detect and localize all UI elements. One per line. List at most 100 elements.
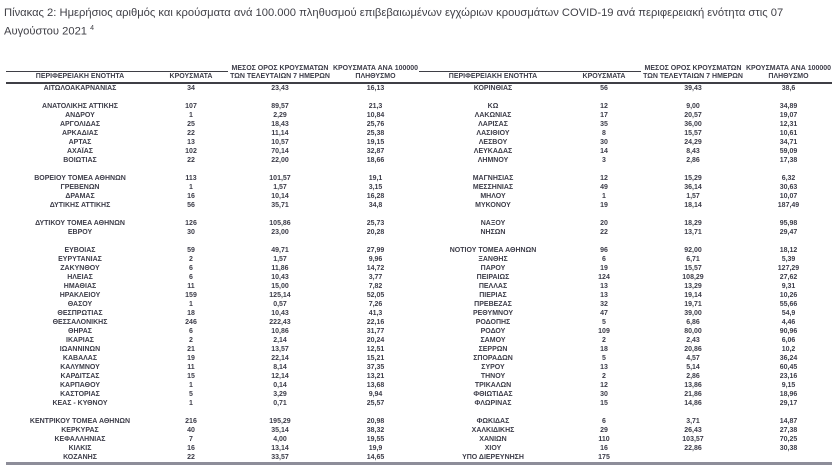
avg-7day-value: 2,14 [273,336,287,344]
per-100000-value: 3,77 [368,273,383,281]
cases-value: 159 [185,291,197,299]
per-100000-value: 18,96 [779,390,798,398]
cases-value: 2 [189,255,193,263]
per-100000-value: 23,16 [779,372,798,380]
avg-7day-value: 36,14 [684,183,702,191]
avg-7day-value: 0,71 [273,399,287,407]
spacer-cell [745,237,832,246]
avg-7day-value: 22,00 [271,156,289,164]
avg-7day-value: 3,29 [273,390,287,398]
column-header-cases: ΚΡΟΥΣΜΑΤΑ [567,64,641,84]
avg-7day-value: 8,43 [686,147,700,155]
avg-7day-value: 2,86 [686,156,700,164]
region-name: ΠΑΡΟΥ [480,264,506,272]
avg-7day-value: 14,86 [684,399,702,407]
cases-value: 12 [600,174,608,182]
spacer-cell [154,408,228,417]
region-name: ΚΑΒΑΛΑΣ [62,354,98,362]
spacer-cell [332,93,419,102]
cases-value: 21 [187,345,195,353]
cases-value: 15 [187,372,195,380]
per-100000-value: 13,21 [366,372,385,380]
region-name: ΑΧΑΪΑΣ [67,147,93,155]
table-row: ΑΝΑΤΟΛΙΚΗΣ ΑΤΤΙΚΗΣ 107 89,57 21,3 ΚΩ 12 9,00 34… [6,102,832,111]
cases-value: 16 [187,192,195,200]
avg-7day-value: 101,57 [269,174,291,182]
region-name: ΡΟΔΟΥ [480,327,506,335]
region-name: ΤΡΙΚΑΛΩΝ [474,381,512,389]
avg-7day-value: 10,57 [271,138,289,146]
avg-7day-value: 10,14 [271,192,289,200]
per-100000-value: 37,35 [366,363,385,371]
per-100000-value: 41,3 [368,309,383,317]
cases-value: 15 [600,399,608,407]
region-name: ΦΛΩΡΙΝΑΣ [474,399,512,407]
cases-value: 1 [602,192,606,200]
per-100000-value [745,453,832,464]
avg-7day-value: 8,14 [273,363,287,371]
cases-value: 6 [602,255,606,263]
avg-7day-value: 5,14 [686,363,700,371]
per-100000-value: 21,3 [368,102,383,110]
cases-value: 1 [189,300,193,308]
cases-value: 19 [600,264,608,272]
per-100000-value: 16,28 [366,192,385,200]
spacer-cell [567,237,641,246]
cases-value: 96 [600,246,608,254]
cases-value: 11 [187,282,195,290]
region-name: ΚΕΑΣ - ΚΥΘΝΟΥ [52,399,108,407]
region-name: ΛΑΡΙΣΑΣ [478,120,508,128]
region-name: ΡΕΘΥΜΝΟΥ [472,309,514,317]
per-100000-value: 19,55 [366,435,385,443]
avg-7day-value [641,453,745,464]
cases-value: 3 [602,156,606,164]
cases-value: 113 [185,174,197,182]
per-100000-value: 13,68 [366,381,385,389]
avg-7day-value: 15,00 [271,282,289,290]
region-name: ΚΑΛΥΜΝΟΥ [60,363,100,371]
per-100000-value: 14,87 [779,417,798,425]
region-name: ΕΥΒΟΙΑΣ [64,246,96,254]
region-name: ΠΕΛΛΑΣ [478,282,508,290]
region-name: ΗΛΕΙΑΣ [67,273,93,281]
avg-7day-value: 49,71 [271,246,289,254]
spacer-cell [332,408,419,417]
spacer-row [6,210,832,219]
table-row: ΔΥΤΙΚΗΣ ΑΤΤΙΚΗΣ 56 35,71 34,8 ΜΥΚΟΝΟΥ 19 18,14… [6,201,832,210]
cases-value: 12 [600,102,608,110]
footnote-reference: 4 [90,25,95,32]
avg-7day-value: 33,57 [271,453,289,461]
table-row: ΗΡΑΚΛΕΙΟΥ 159 125,14 52,05 ΠΙΕΡΙΑΣ 13 19,14 10,… [6,291,832,300]
table-row: ΘΕΣΣΑΛΟΝΙΚΗΣ 246 222,43 22,16 ΡΟΔΟΠΗΣ 5 6,86 4,… [6,318,832,327]
per-100000-value: 10,84 [366,111,385,119]
cases-value: 1 [189,111,193,119]
spacer-cell [745,93,832,102]
cases-value: 5 [602,318,606,326]
region-name: ΚΕΝΤΡΙΚΟΥ ΤΟΜΕΑ ΑΘΗΝΩΝ [29,417,131,425]
table-row: ΚΑΒΑΛΑΣ 19 22,14 15,21 ΣΠΟΡΑΔΩΝ 5 4,57 36,24 [6,354,832,363]
cases-value: 6 [189,273,193,281]
cases-value: 13 [600,282,608,290]
avg-7day-value: 12,14 [271,372,289,380]
region-name: ΠΕΙΡΑΙΩΣ [476,273,510,281]
avg-7day-value: 22,86 [684,444,702,452]
spacer-cell [745,210,832,219]
region-name: ΘΕΣΠΡΩΤΙΑΣ [57,309,103,317]
avg-7day-value: 9,00 [686,102,700,110]
per-100000-value: 14,72 [366,264,385,272]
spacer-cell [641,237,745,246]
avg-7day-value: 11,14 [271,129,289,137]
table-row: ΙΩΑΝΝΙΝΩΝ 21 13,57 12,51 ΣΕΡΡΩΝ 18 20,86 10,2 [6,345,832,354]
spacer-row [6,237,832,246]
table-row: ΚΑΣΤΟΡΙΑΣ 5 3,29 9,94 ΦΘΙΩΤΙΔΑΣ 30 21,86 18,96 [6,390,832,399]
region-name: ΡΟΔΟΠΗΣ [475,318,511,326]
spacer-cell [419,237,567,246]
region-name: ΝΗΣΩΝ [480,228,506,236]
per-100000-value: 29,47 [779,228,798,236]
region-name: ΚΟΡΙΝΘΙΑΣ [473,84,513,92]
region-name: ΑΡΤΑΣ [68,138,92,146]
table-row: ΘΗΡΑΣ 6 10,86 31,77 ΡΟΔΟΥ 109 80,00 90,96 [6,327,832,336]
spacer-cell [6,165,154,174]
spacer-cell [6,93,154,102]
